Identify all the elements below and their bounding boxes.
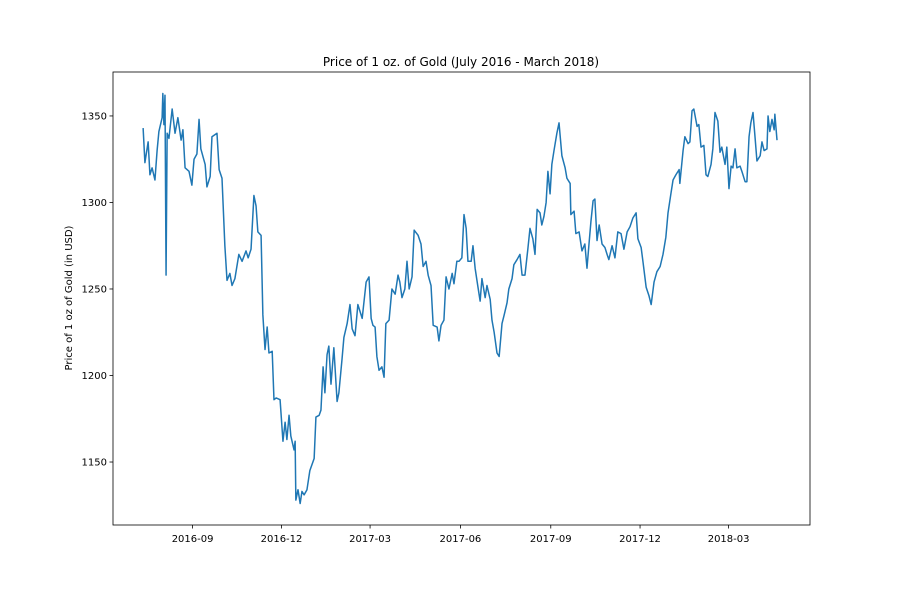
y-axis-label: Price of 1 oz of Gold (in USD)	[64, 225, 75, 370]
plot-frame	[112, 71, 811, 526]
x-tick-label: 2017-03	[349, 534, 391, 545]
price-line	[142, 92, 778, 505]
y-tick-label: 1350	[82, 111, 107, 122]
y-tick-label: 1300	[82, 198, 107, 209]
chart-title: Price of 1 oz. of Gold (July 2016 - Marc…	[323, 55, 599, 69]
y-tick-label: 1250	[82, 284, 107, 295]
x-tick-label: 2017-06	[440, 534, 482, 545]
x-tick-label: 2016-09	[172, 534, 214, 545]
x-tick-label: 2016-12	[261, 534, 303, 545]
y-tick-label: 1150	[82, 458, 107, 469]
x-tick-label: 2018-03	[708, 534, 750, 545]
y-tick-label: 1200	[82, 371, 107, 382]
x-tick-label: 2017-12	[619, 534, 661, 545]
x-tick-label: 2017-09	[530, 534, 572, 545]
